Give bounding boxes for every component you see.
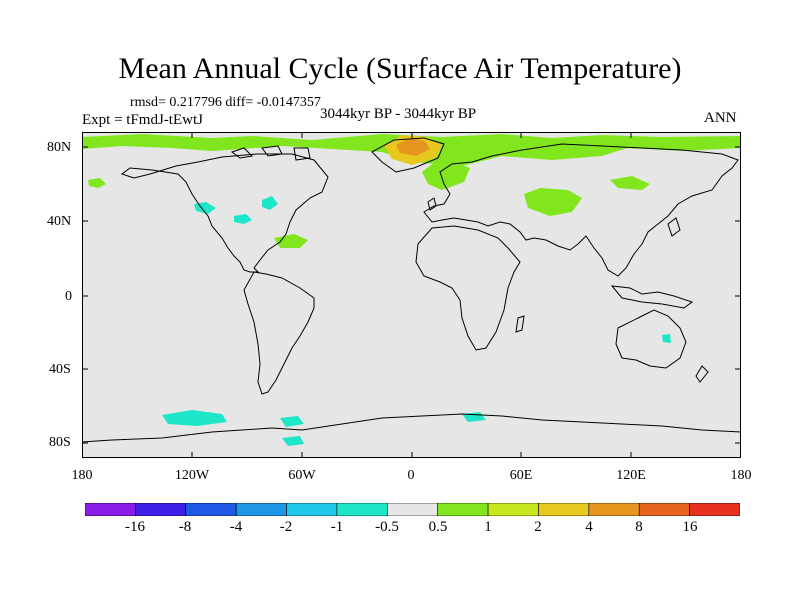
antarctica-coast	[82, 413, 741, 443]
greenland-warm-core	[396, 138, 430, 156]
plot-title: Mean Annual Cycle (Surface Air Temperatu…	[118, 52, 682, 85]
uk-coast	[427, 197, 437, 211]
southern-ocean-cool-b	[280, 416, 304, 427]
greenland-coast	[371, 137, 445, 173]
colorbar-swatch	[235, 503, 287, 516]
canadian-islands	[230, 145, 311, 161]
east-asia-warm-patch	[610, 176, 650, 190]
colorbar-label: -4	[229, 519, 243, 535]
period-label: 3044kyr BP - 3044kyr BP	[320, 106, 477, 122]
axis-ticks	[82, 132, 741, 458]
north-pacific-warm-patch	[88, 178, 106, 188]
australia-coast	[615, 309, 687, 369]
x-label-60w: 60W	[288, 468, 316, 483]
south-america-coast	[243, 271, 315, 395]
colorbar-swatch	[336, 503, 388, 516]
season-label: ANN	[704, 110, 737, 126]
y-label-80n: 80N	[47, 140, 72, 155]
colorbar-swatch	[538, 503, 590, 516]
y-label-40n: 40N	[47, 214, 72, 229]
japan-coast	[667, 217, 681, 237]
colorbar-swatch	[135, 503, 187, 516]
colorbar-label: 4	[585, 519, 593, 535]
canada-cool-patch-b	[234, 214, 252, 224]
y-label-0: 0	[65, 289, 72, 304]
new-zealand-coast	[695, 365, 709, 383]
coastlines	[82, 137, 741, 443]
rmsd-diff-text: rmsd= 0.217796 diff= -0.0147357	[130, 95, 321, 110]
indonesia-coast	[610, 285, 694, 309]
madagascar-coast	[515, 315, 525, 333]
colorbar-label: -16	[125, 519, 145, 535]
antarctic-cool-patch	[282, 436, 304, 446]
colorbar-label: 8	[635, 519, 643, 535]
colorbar-swatch	[588, 503, 640, 516]
y-label-80s: 80S	[49, 435, 71, 450]
colorbar-swatch	[185, 503, 237, 516]
colorbar-label: 0.5	[428, 519, 448, 535]
colorbar-swatch	[286, 503, 338, 516]
colorbar	[85, 503, 740, 516]
world-map	[82, 132, 741, 458]
africa-coast	[415, 225, 521, 351]
colorbar-swatch	[85, 503, 136, 516]
x-label-180-right: 180	[730, 468, 752, 483]
scandinavia-warm-patch	[422, 162, 470, 190]
eurasia-coast	[423, 143, 739, 277]
x-label-60e: 60E	[509, 468, 533, 483]
colorbar-label: -2	[279, 519, 293, 535]
y-label-40s: 40S	[49, 362, 71, 377]
colorbar-swatch	[387, 503, 438, 516]
colorbar-swatch	[487, 503, 539, 516]
colorbar-swatch	[638, 503, 690, 516]
north-america-coast	[120, 153, 329, 273]
warm-anomaly-patches	[82, 134, 741, 248]
atlantic-warm-patch	[274, 234, 308, 248]
x-label-120w: 120W	[174, 468, 210, 483]
colorbar-label: 16	[682, 519, 698, 535]
x-label-180-left: 180	[71, 468, 93, 483]
x-label-120e: 120E	[616, 468, 646, 483]
southern-ocean-cool-a	[162, 410, 227, 426]
us-cool-patch	[262, 196, 278, 210]
colorbar-label: 1	[484, 519, 492, 535]
colorbar-label: 2	[534, 519, 542, 535]
colorbar-swatch	[689, 503, 740, 516]
australia-cool-patch	[662, 334, 671, 343]
experiment-label: Expt = tFmdJ-tEwtJ	[82, 112, 203, 128]
colorbar-label: -0.5	[375, 519, 399, 535]
x-label-0: 0	[407, 468, 415, 483]
colorbar-swatch	[437, 503, 489, 516]
colorbar-label: -1	[330, 519, 344, 535]
colorbar-label: -8	[178, 519, 192, 535]
siberia-warm-patch	[524, 188, 582, 216]
